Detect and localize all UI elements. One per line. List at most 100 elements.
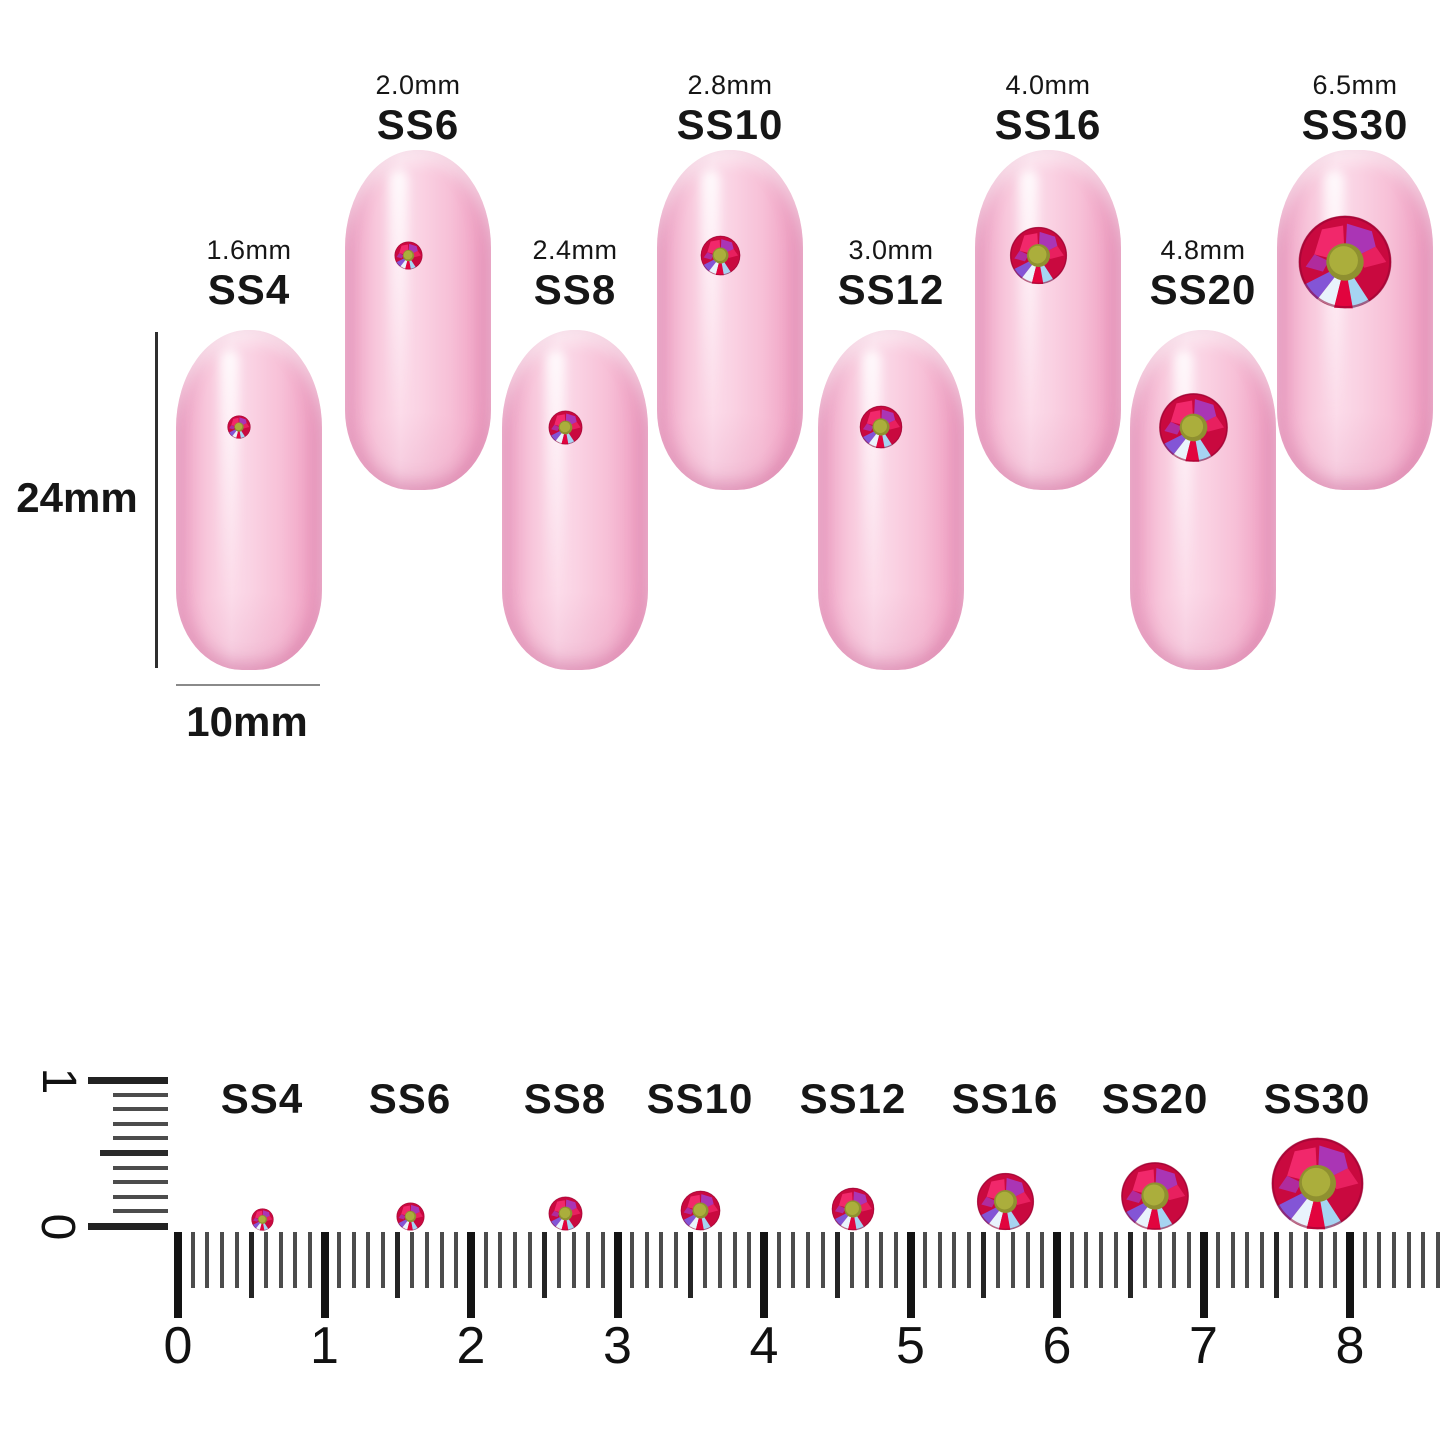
ruler-ss-label: SS10 — [646, 1075, 754, 1122]
nail-mm-label: 2.8mm — [687, 70, 773, 100]
ruler-number: 1 — [310, 1317, 339, 1375]
ruler-minor-tick — [307, 1232, 312, 1288]
ruler-half-tick — [248, 1232, 254, 1298]
vruler-major-tick — [88, 1223, 168, 1230]
ruler-ss-label: SS20 — [1101, 1075, 1209, 1122]
ruler-ss-label: SS6 — [368, 1075, 452, 1122]
ruler-minor-tick — [967, 1232, 972, 1288]
ruler-number: 7 — [1189, 1317, 1218, 1375]
ruler-minor-tick — [718, 1232, 723, 1288]
ruler-half-tick — [1127, 1232, 1133, 1298]
vruler-minor-tick — [113, 1209, 168, 1214]
title-banner: Nail sticking effect of all sizes of wat… — [0, 820, 1445, 985]
rhinestone — [548, 1196, 583, 1231]
rhinestone — [700, 235, 741, 276]
ruler-minor-tick — [498, 1232, 503, 1288]
ruler-ss-label: SS30 — [1263, 1075, 1371, 1122]
ruler-major-tick — [320, 1232, 329, 1318]
size-ruler-chart: 0 1 2 3 4 5 6 7 8 1 0 SS4 SS6 SS8 SS10 SS12 SS16 SS20 SS30 — [0, 1040, 1445, 1445]
ruler-minor-tick — [381, 1232, 386, 1288]
rhinestone — [1270, 1136, 1365, 1231]
nail-size-label-group: 1.6mm SS4 — [159, 237, 339, 311]
rhinestone — [1009, 226, 1068, 285]
ruler-minor-tick — [483, 1232, 488, 1288]
ruler-ss-label: SS4 — [220, 1075, 304, 1122]
ruler-minor-tick — [410, 1232, 415, 1288]
ruler-minor-tick — [454, 1232, 459, 1288]
nail-mm-label: 4.0mm — [1005, 70, 1091, 100]
nail-ss-label: SS8 — [533, 266, 617, 313]
ruler-minor-tick — [791, 1232, 796, 1288]
ruler-minor-tick — [1216, 1232, 1221, 1288]
nail-size-label-group: 6.5mm SS30 — [1265, 72, 1445, 146]
rhinestone — [976, 1172, 1035, 1231]
height-dimension-label: 24mm — [16, 474, 138, 521]
ruler-major-tick — [906, 1232, 915, 1318]
ruler-minor-tick — [571, 1232, 576, 1288]
ruler-minor-tick — [1084, 1232, 1089, 1288]
height-dimension-line — [155, 332, 158, 668]
ruler-minor-tick — [1333, 1232, 1338, 1288]
ruler-major-tick — [467, 1232, 475, 1318]
ruler-major-tick — [760, 1232, 768, 1318]
nail-highlight — [388, 170, 408, 416]
nail-ss-label: SS4 — [207, 266, 291, 313]
ruler-number: 5 — [896, 1317, 925, 1375]
nail-highlight — [545, 350, 565, 596]
nail-ss-label: SS10 — [676, 101, 784, 148]
vruler-half-tick — [100, 1150, 168, 1156]
ruler-minor-tick — [1230, 1232, 1235, 1288]
nail-size-label-group: 2.4mm SS8 — [485, 237, 665, 311]
ruler-minor-tick — [952, 1232, 957, 1288]
ruler-minor-tick — [263, 1232, 268, 1288]
width-dimension-label: 10mm — [186, 698, 308, 745]
ruler-ss-label: SS12 — [799, 1075, 907, 1122]
ruler-minor-tick — [864, 1232, 869, 1288]
nail-mm-label: 4.8mm — [1160, 235, 1246, 265]
ruler-minor-tick — [527, 1232, 532, 1288]
ruler-number: 8 — [1335, 1317, 1365, 1375]
ruler-minor-tick — [1260, 1232, 1265, 1288]
ruler-minor-tick — [1377, 1232, 1382, 1288]
rhinestone — [831, 1187, 875, 1231]
ruler-minor-tick — [1186, 1232, 1191, 1288]
nail-size-label-group: 4.8mm SS20 — [1113, 237, 1293, 311]
ruler-minor-tick — [1421, 1232, 1426, 1288]
nail-highlight — [219, 350, 239, 596]
ruler-minor-tick — [1304, 1232, 1309, 1288]
nail — [176, 330, 322, 670]
ruler-minor-tick — [425, 1232, 430, 1288]
ruler-minor-tick — [1113, 1232, 1118, 1288]
ruler-minor-tick — [1391, 1232, 1396, 1288]
nail-ss-label: SS16 — [994, 101, 1102, 148]
nail — [975, 150, 1121, 490]
ruler-minor-tick — [747, 1232, 752, 1288]
ruler-minor-tick — [776, 1232, 781, 1288]
vruler-minor-tick — [113, 1180, 168, 1185]
ruler-major-tick — [613, 1232, 622, 1318]
ruler-minor-tick — [600, 1232, 605, 1288]
vruler-number: 0 — [31, 1213, 84, 1241]
vruler-minor-tick — [113, 1194, 168, 1199]
ruler-minor-tick — [439, 1232, 444, 1288]
rhinestone — [227, 415, 251, 439]
nail-ss-label: SS12 — [837, 266, 945, 313]
ruler-number: 6 — [1042, 1317, 1072, 1375]
nail — [345, 150, 491, 490]
ruler-minor-tick — [1318, 1232, 1323, 1288]
ruler-minor-tick — [556, 1232, 561, 1288]
ruler-minor-tick — [1289, 1232, 1294, 1288]
nail-size-label-group: 2.0mm SS6 — [328, 72, 508, 146]
ruler-minor-tick — [1040, 1232, 1045, 1288]
vruler-minor-tick — [113, 1121, 168, 1126]
vruler-major-tick — [88, 1077, 168, 1084]
nail-mm-label: 3.0mm — [848, 235, 934, 265]
ruler-minor-tick — [1098, 1232, 1103, 1288]
ruler-minor-tick — [996, 1232, 1001, 1288]
nail — [1277, 150, 1433, 490]
rhinestone — [393, 240, 423, 270]
ruler-minor-tick — [703, 1232, 708, 1288]
rhinestone — [548, 410, 583, 445]
ruler-half-tick — [981, 1232, 987, 1298]
